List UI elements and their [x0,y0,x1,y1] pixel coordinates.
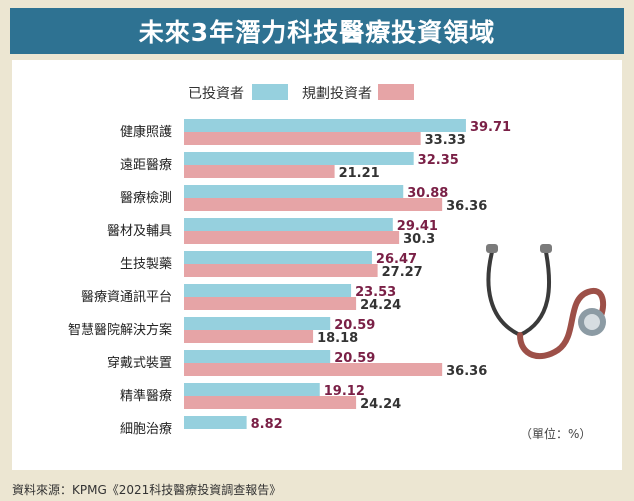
bar-invested [184,284,352,297]
bar-invested [184,383,320,396]
bar-invested [184,185,404,198]
bar-invested [184,119,466,132]
bar-invested [184,416,247,429]
value-label-invested: 20.59 [334,318,375,333]
legend: 已投資者 規劃投資者 [0,82,634,104]
legend-swatch-planned [378,84,414,100]
category-label: 穿戴式裝置 [107,355,172,371]
category-label: 生技製藥 [120,257,172,272]
category-label: 細胞治療 [120,422,172,437]
value-label-invested: 29.41 [397,219,438,234]
source-note: 資料來源：KPMG《2021科技醫療投資調查報告》 [12,483,282,497]
bar-invested [184,317,331,330]
bar-planned [184,198,443,211]
category-label: 醫療資通訊平台 [81,290,172,305]
bar-invested [184,251,372,264]
legend-label-planned: 規劃投資者 [302,86,372,102]
bar-planned [184,396,357,409]
value-label-planned: 33.33 [425,133,466,148]
bar-planned [184,231,400,244]
category-label: 智慧醫院解決方案 [68,322,172,338]
bar-planned [184,363,443,376]
value-label-invested: 8.82 [251,417,283,432]
value-label-invested: 19.12 [324,384,365,399]
value-label-invested: 23.53 [355,285,396,300]
value-label-invested: 39.71 [470,120,511,135]
legend-swatch-invested [252,84,288,100]
value-label-planned: 21.21 [339,166,380,181]
bar-planned [184,297,357,310]
category-label: 醫療檢測 [120,190,172,206]
bar-invested [184,152,414,165]
value-label-planned: 24.24 [360,298,401,313]
value-label-planned: 24.24 [360,397,401,412]
bar-planned [184,330,314,343]
value-label-invested: 20.59 [334,351,375,366]
value-label-planned: 30.3 [403,232,435,247]
category-label: 精準醫療 [120,388,172,404]
unit-note: （單位：%） [520,427,592,441]
category-label: 遠距醫療 [120,158,172,173]
value-label-planned: 36.36 [446,364,487,379]
bar-invested [184,218,393,231]
value-label-invested: 32.35 [418,153,459,168]
bar-planned [184,264,378,277]
bar-invested [184,350,331,363]
bar-planned [184,132,421,145]
chart-title: 未來3年潛力科技醫療投資領域 [138,18,496,47]
value-label-invested: 26.47 [376,252,417,267]
value-label-planned: 27.27 [382,265,423,280]
category-label: 醫材及輔具 [107,224,172,239]
stethoscope-icon [486,244,607,360]
value-label-planned: 36.36 [446,199,487,214]
category-label: 健康照護 [120,124,172,140]
title-bar: 未來3年潛力科技醫療投資領域 [10,8,624,54]
bar-planned [184,165,335,178]
legend-label-invested: 已投資者 [188,86,244,102]
value-label-planned: 18.18 [317,331,358,346]
value-label-invested: 30.88 [407,186,448,201]
